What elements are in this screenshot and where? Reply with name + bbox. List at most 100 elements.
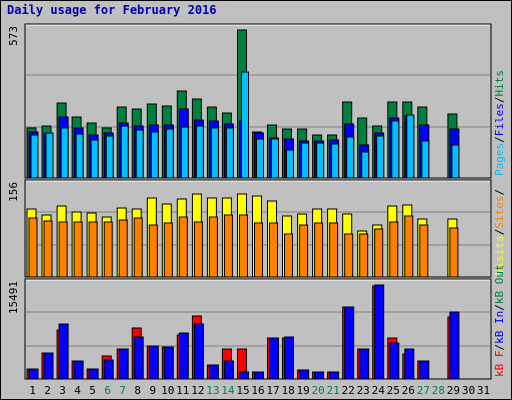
- kbf-kbin-kbout-legend-part: /: [493, 304, 506, 311]
- day-label: 13: [206, 384, 219, 397]
- visits-sites-bar-sites: [58, 221, 68, 278]
- visits-sites-bar-sites: [88, 221, 98, 278]
- day-label: 17: [266, 384, 279, 397]
- hits-files-pages-bar-pages: [241, 71, 249, 179]
- hits-files-pages-bar-pages: [301, 142, 310, 179]
- visits-sites-bar-sites: [344, 233, 354, 278]
- kbf-kbin-kbout-bar-kb_out: [269, 337, 279, 380]
- hits-files-pages-ymax-label: 573: [7, 26, 20, 46]
- visits-sites-bar-sites: [133, 217, 143, 278]
- hits-files-pages-legend-part: Files: [493, 103, 506, 136]
- hits-files-pages-bar-pages: [225, 127, 234, 179]
- visits-sites-bar-sites: [389, 221, 399, 278]
- hits-files-pages-bar-pages: [180, 126, 189, 179]
- kbf-kbin-kbout-bar-kb_out: [73, 360, 84, 380]
- visits-sites-bar-sites: [299, 224, 309, 278]
- day-label: 3: [59, 384, 66, 397]
- day-label: 14: [221, 384, 235, 397]
- day-label: 27: [417, 384, 430, 397]
- kbf-kbin-kbout-bar-kb_out: [133, 336, 144, 380]
- hits-files-pages-bar-pages: [271, 138, 279, 179]
- day-label: 31: [477, 384, 490, 397]
- day-label: 7: [119, 384, 126, 397]
- day-label: 23: [357, 384, 370, 397]
- kbf-kbin-kbout-bar-kb_out: [148, 345, 159, 380]
- visits-sites-bar-sites: [28, 217, 38, 278]
- hits-files-pages-bar-pages: [331, 143, 340, 179]
- kbf-kbin-kbout-bar-kb_out: [223, 360, 234, 380]
- hits-files-pages-legend: Pages/Files/Hits: [493, 70, 506, 176]
- hits-files-pages-bar-pages: [30, 134, 39, 179]
- hits-files-pages-bar-pages: [45, 132, 54, 179]
- day-label: 28: [432, 384, 445, 397]
- day-label: 8: [134, 384, 141, 397]
- kbf-kbin-kbout-bar-kb_out: [118, 348, 129, 380]
- visits-sites-bar-sites: [148, 224, 158, 278]
- day-label: 30: [462, 384, 475, 397]
- hits-files-pages-legend-part: Pages: [493, 143, 506, 176]
- day-label: 20: [311, 384, 324, 397]
- hits-files-pages-bar-pages: [256, 138, 264, 179]
- kbf-kbin-kbout-bar-kb_out: [344, 306, 355, 380]
- visits-sites-bar-sites: [178, 216, 188, 278]
- visits-sites-bar-sites: [329, 222, 339, 278]
- visits-sites-legend-part: Sites: [493, 196, 506, 229]
- day-label: 12: [191, 384, 204, 397]
- hits-files-pages-bar-pages: [346, 136, 355, 179]
- visits-sites-bar-sites: [449, 227, 459, 278]
- hits-files-pages-bar-pages: [90, 139, 99, 179]
- kbf-kbin-kbout-bar-kb_out: [163, 346, 174, 380]
- hits-files-pages-bar-pages: [60, 127, 69, 179]
- visits-sites-legend-part: /: [493, 229, 506, 236]
- kbf-kbin-kbout-bar-kb_out: [254, 371, 264, 380]
- hits-files-pages-bar-pages: [195, 125, 204, 179]
- kbf-kbin-kbout-bar-kb_out: [299, 369, 310, 380]
- hits-files-pages-bar-pages: [376, 135, 385, 179]
- kbf-kbin-kbout-legend-part: /: [493, 344, 506, 351]
- kbf-kbin-kbout-bar-kb_out: [404, 348, 415, 380]
- day-label: 19: [296, 384, 309, 397]
- visits-sites-bar-sites: [163, 222, 173, 278]
- day-label: 2: [44, 384, 51, 397]
- hits-files-pages-bar-pages: [135, 129, 144, 179]
- kbf-kbin-kbout-bar-kb_out: [28, 368, 39, 380]
- kbf-kbin-kbout-bar-kb_out: [208, 364, 219, 380]
- hits-files-pages-legend-part: /: [493, 136, 506, 143]
- hits-files-pages-bar-pages: [75, 133, 84, 179]
- day-label: 21: [327, 384, 340, 397]
- day-label: 10: [161, 384, 174, 397]
- hits-files-pages-legend-part: /: [493, 97, 506, 104]
- hits-files-pages-bar-pages: [286, 149, 294, 179]
- hits-files-pages-bar-pages: [150, 131, 159, 179]
- kbf-kbin-kbout-bar-kb_out: [359, 348, 370, 380]
- kbf-kbin-kbout-legend-part: kB Out: [493, 264, 506, 304]
- hits-files-pages-bar-pages: [105, 135, 114, 179]
- kbf-kbin-kbout-bar-kb_out: [449, 311, 460, 380]
- day-label: 15: [236, 384, 249, 397]
- day-label: 11: [176, 384, 189, 397]
- hits-files-pages-bar-pages: [451, 144, 460, 179]
- visits-sites-bar-sites: [73, 221, 83, 278]
- kbf-kbin-kbout-bar-kb_out: [419, 360, 430, 380]
- kbf-kbin-kbout-bar-kb_out: [43, 352, 54, 380]
- day-label: 25: [387, 384, 400, 397]
- day-label: 4: [74, 384, 81, 397]
- kbf-kbin-kbout-bar-kb_out: [374, 284, 385, 380]
- day-label: 5: [89, 384, 96, 397]
- day-label: 29: [447, 384, 460, 397]
- day-label: 16: [251, 384, 264, 397]
- visits-sites-bar-sites: [359, 233, 369, 278]
- hits-files-pages-bar-pages: [165, 128, 174, 179]
- day-label: 6: [104, 384, 111, 397]
- visits-sites-bar-sites: [118, 219, 128, 278]
- visits-sites-bar-sites: [193, 221, 203, 278]
- kbf-kbin-kbout-bar-kb_out: [178, 332, 189, 380]
- visits-sites-legend-part: /: [493, 189, 506, 196]
- hits-files-pages-legend-part: Hits: [493, 70, 506, 97]
- kbf-kbin-kbout-legend-part: kB In: [493, 311, 506, 344]
- day-label: 22: [342, 384, 355, 397]
- visits-sites-bar-sites: [284, 233, 293, 278]
- kbf-kbin-kbout-legend-part: kB F: [493, 351, 506, 378]
- kbf-kbin-kbout-bar-kb_out: [329, 371, 340, 380]
